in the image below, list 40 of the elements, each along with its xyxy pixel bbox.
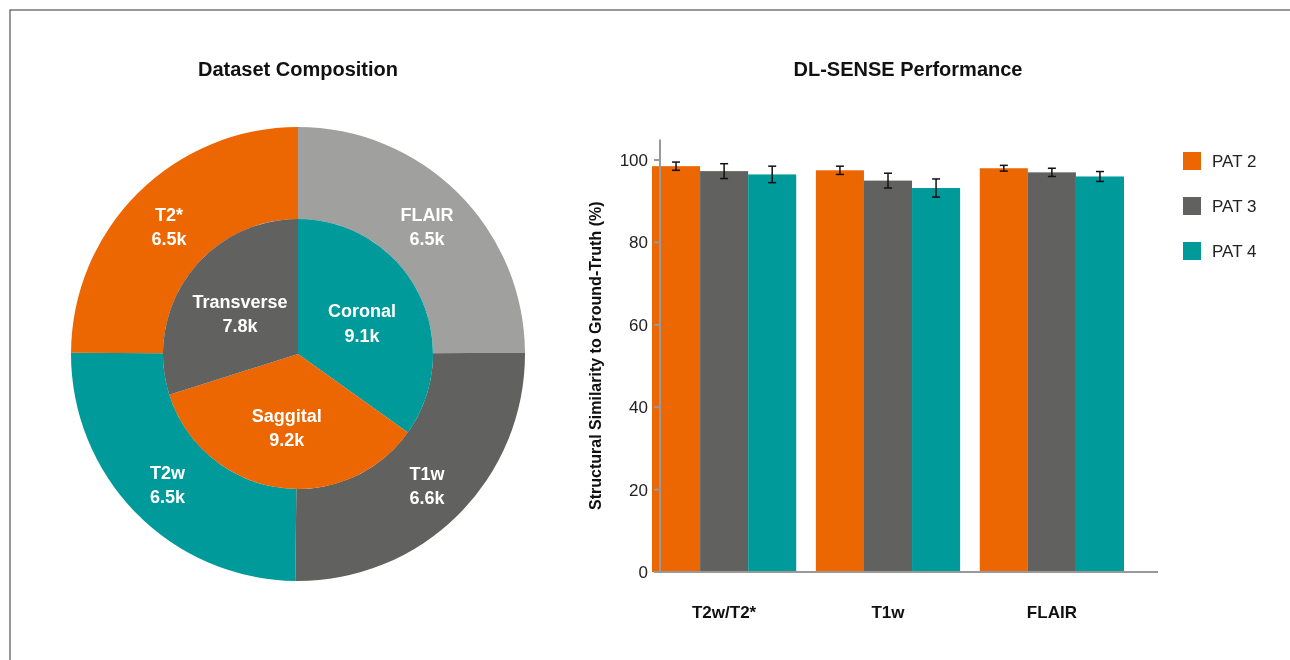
chart-title: Dataset Composition: [197, 58, 399, 80]
bar: [863, 180, 913, 572]
legend-label: PAT 4: [1212, 241, 1257, 261]
y-tick-label: 60: [629, 315, 648, 335]
bar: [748, 174, 797, 572]
data-label: 6.5k: [151, 228, 188, 249]
y-tick-label: 100: [619, 150, 648, 170]
x-tick-label: FLAIR: [1026, 603, 1077, 622]
bar: [700, 171, 749, 572]
y-tick-label: 80: [629, 233, 648, 253]
data-label: 6.5k: [149, 486, 186, 507]
y-axis-title: Structural Similarity to Ground-Truth (%): [587, 201, 604, 510]
slice-label: T1w: [409, 464, 446, 485]
slice-label: Saggital: [251, 405, 322, 426]
donut-slice: [71, 127, 298, 354]
bar: [1075, 176, 1124, 572]
bar: [912, 188, 961, 572]
slice-label: Coronal: [328, 301, 397, 322]
data-label: 7.8k: [222, 316, 259, 337]
slice-label: Transverse: [192, 291, 288, 312]
data-label: 6.6k: [409, 488, 446, 509]
bar: [979, 168, 1028, 572]
chart-title: DL-SENSE Performance: [793, 58, 1023, 80]
data-label: 6.5k: [409, 228, 446, 249]
legend-label: PAT 2: [1212, 151, 1257, 171]
slice-label: FLAIR: [400, 204, 454, 225]
data-label: 9.1k: [344, 325, 381, 346]
y-tick-label: 40: [629, 398, 648, 418]
slice-label: T2w: [149, 462, 186, 483]
x-tick-label: T2w/T2*: [691, 603, 757, 622]
x-tick-label: T1w: [871, 603, 906, 622]
bar: [1027, 172, 1076, 572]
data-label: 9.2k: [269, 429, 306, 450]
donut-slice: [298, 127, 525, 354]
slice-label: T2*: [154, 204, 183, 225]
y-tick-label: 0: [638, 562, 648, 582]
legend-label: PAT 3: [1212, 196, 1257, 216]
bar: [815, 170, 864, 572]
bar: [652, 166, 701, 572]
y-tick-label: 20: [629, 480, 648, 500]
